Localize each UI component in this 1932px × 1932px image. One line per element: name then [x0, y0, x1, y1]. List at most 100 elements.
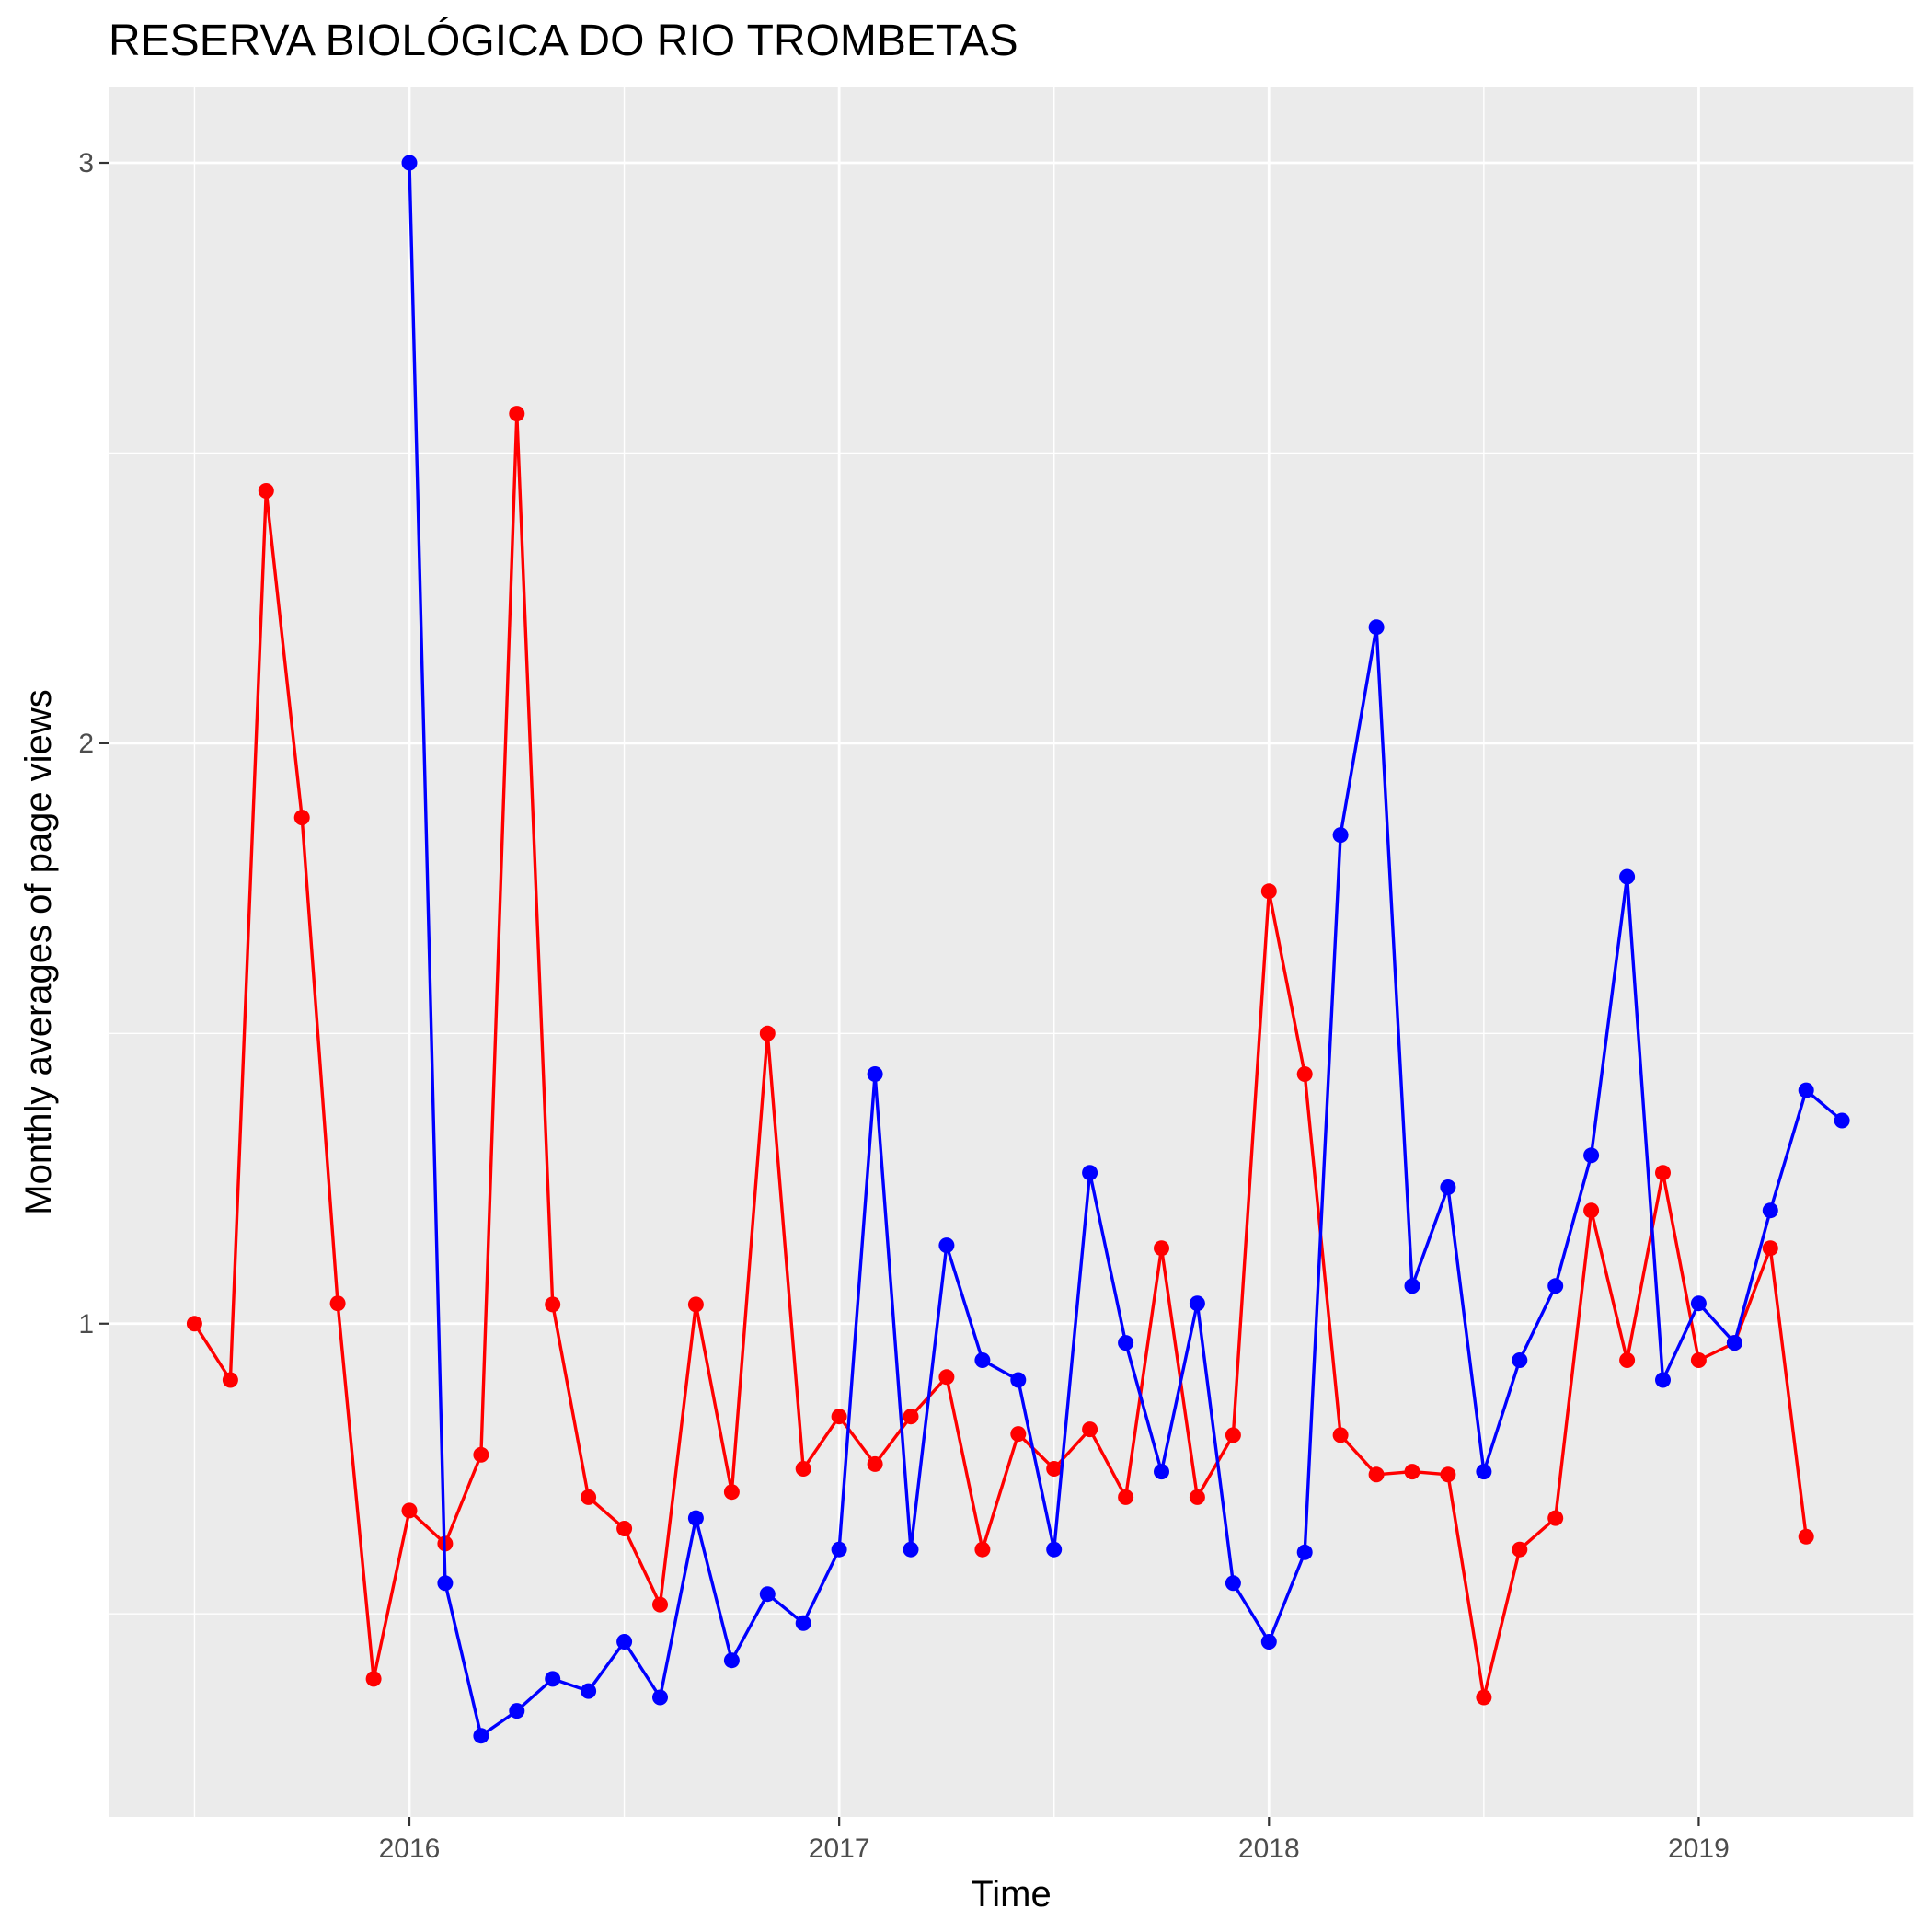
series-1-point [1296, 1066, 1313, 1082]
series-2-point [1619, 868, 1636, 885]
series-1-point [759, 1025, 776, 1041]
series-2-point [1118, 1335, 1134, 1351]
series-1-point [723, 1484, 740, 1501]
series-2-point [509, 1703, 525, 1719]
series-1-point [581, 1489, 597, 1505]
series-1-point [831, 1409, 847, 1425]
series-2-point [1547, 1278, 1564, 1294]
series-1-point [401, 1502, 418, 1519]
y-tick-label: 3 [78, 148, 94, 178]
series-1-point [545, 1296, 561, 1313]
series-1-point [1082, 1421, 1098, 1438]
series-1-point [1619, 1352, 1636, 1368]
x-axis: 2016 2017 2018 2019 [379, 1817, 1730, 1864]
series-1-point [509, 406, 525, 422]
series-2-point [1476, 1464, 1492, 1480]
x-tick-label: 2016 [379, 1834, 441, 1864]
series-2-point [938, 1237, 955, 1254]
x-tick-label: 2017 [809, 1834, 870, 1864]
plot-panel [109, 87, 1914, 1817]
series-2-point [1046, 1541, 1063, 1558]
series-2-point [401, 155, 418, 171]
series-2-point [1798, 1082, 1814, 1098]
series-1-point [1547, 1510, 1564, 1526]
series-1-point [1690, 1352, 1707, 1368]
series-2-point [1082, 1165, 1098, 1181]
series-1-point [974, 1541, 991, 1558]
series-1-point [1118, 1489, 1134, 1505]
y-tick-label: 1 [78, 1309, 94, 1340]
series-1-point [867, 1455, 883, 1472]
series-2-point [1583, 1147, 1600, 1164]
series-2-point [1010, 1372, 1027, 1388]
series-2-point [974, 1352, 991, 1368]
series-2-point [1189, 1295, 1205, 1312]
series-2 [401, 155, 1850, 1744]
series-1-point [1189, 1489, 1205, 1505]
series-2-point [1834, 1112, 1850, 1129]
series-1-point [1260, 883, 1277, 900]
series-1-point [222, 1372, 238, 1388]
series-1-point [1332, 1427, 1349, 1443]
series-2-point [1440, 1179, 1456, 1195]
series-1-point [1476, 1689, 1492, 1706]
series-1-point [652, 1596, 668, 1613]
y-tick-label: 2 [78, 729, 94, 759]
series-2-point [1512, 1352, 1528, 1368]
series-2-point [1762, 1202, 1778, 1219]
x-axis-title: Time [971, 1874, 1051, 1915]
series-1-point [1368, 1466, 1385, 1483]
y-axis: 1 2 3 [78, 148, 109, 1340]
series-1-point [1512, 1541, 1528, 1558]
series-2-point [1225, 1575, 1241, 1592]
series-2-point [867, 1066, 883, 1082]
series-2-point [1368, 619, 1385, 636]
x-tick-label: 2018 [1238, 1834, 1300, 1864]
series-1-point [1583, 1202, 1600, 1219]
series-2-point [581, 1683, 597, 1699]
series-1-point [1404, 1464, 1420, 1480]
series-2-point [903, 1541, 919, 1558]
series-2-point [687, 1510, 704, 1526]
y-axis-title: Monthly averages of page views [18, 689, 59, 1214]
series-2-point [545, 1671, 561, 1687]
series-2-point [1296, 1544, 1313, 1560]
series-2-point [759, 1586, 776, 1603]
series-1-point [1762, 1240, 1778, 1257]
series-1-point [687, 1296, 704, 1313]
series-1-point [616, 1521, 633, 1536]
series-1-point [186, 1316, 202, 1332]
series-1-point [938, 1369, 955, 1386]
x-tick-label: 2019 [1668, 1834, 1730, 1864]
series-2-point [831, 1541, 847, 1558]
series-1 [186, 406, 1814, 1706]
series-2-point [1726, 1335, 1742, 1351]
series-2-point [1690, 1295, 1707, 1312]
series-1-point [258, 483, 274, 499]
series-1-point [1655, 1165, 1671, 1181]
series-2-point [795, 1615, 811, 1631]
series-2-point [723, 1652, 740, 1669]
series-2-point [1332, 827, 1349, 844]
series-2-point [1154, 1464, 1169, 1480]
series-2-point [652, 1689, 668, 1706]
series-1-point [473, 1446, 489, 1463]
series-1-point [1225, 1427, 1241, 1443]
series-2-point [473, 1728, 489, 1744]
series-1-point [903, 1409, 919, 1425]
series-layer [186, 155, 1850, 1744]
series-2-point [437, 1575, 454, 1592]
series-2-point [1260, 1634, 1277, 1650]
series-1-point [1440, 1466, 1456, 1483]
series-1-point [365, 1671, 382, 1687]
series-1-point [293, 810, 310, 826]
series-1-point [329, 1295, 346, 1312]
chart-title: RESERVA BIOLÓGICA DO RIO TROMBETAS [109, 16, 1018, 65]
series-2-point [1655, 1372, 1671, 1388]
series-1-point [1046, 1461, 1063, 1477]
series-1-point [1010, 1426, 1027, 1443]
series-2-point [616, 1634, 633, 1650]
series-1-point [1798, 1528, 1814, 1545]
series-1-point [795, 1461, 811, 1477]
